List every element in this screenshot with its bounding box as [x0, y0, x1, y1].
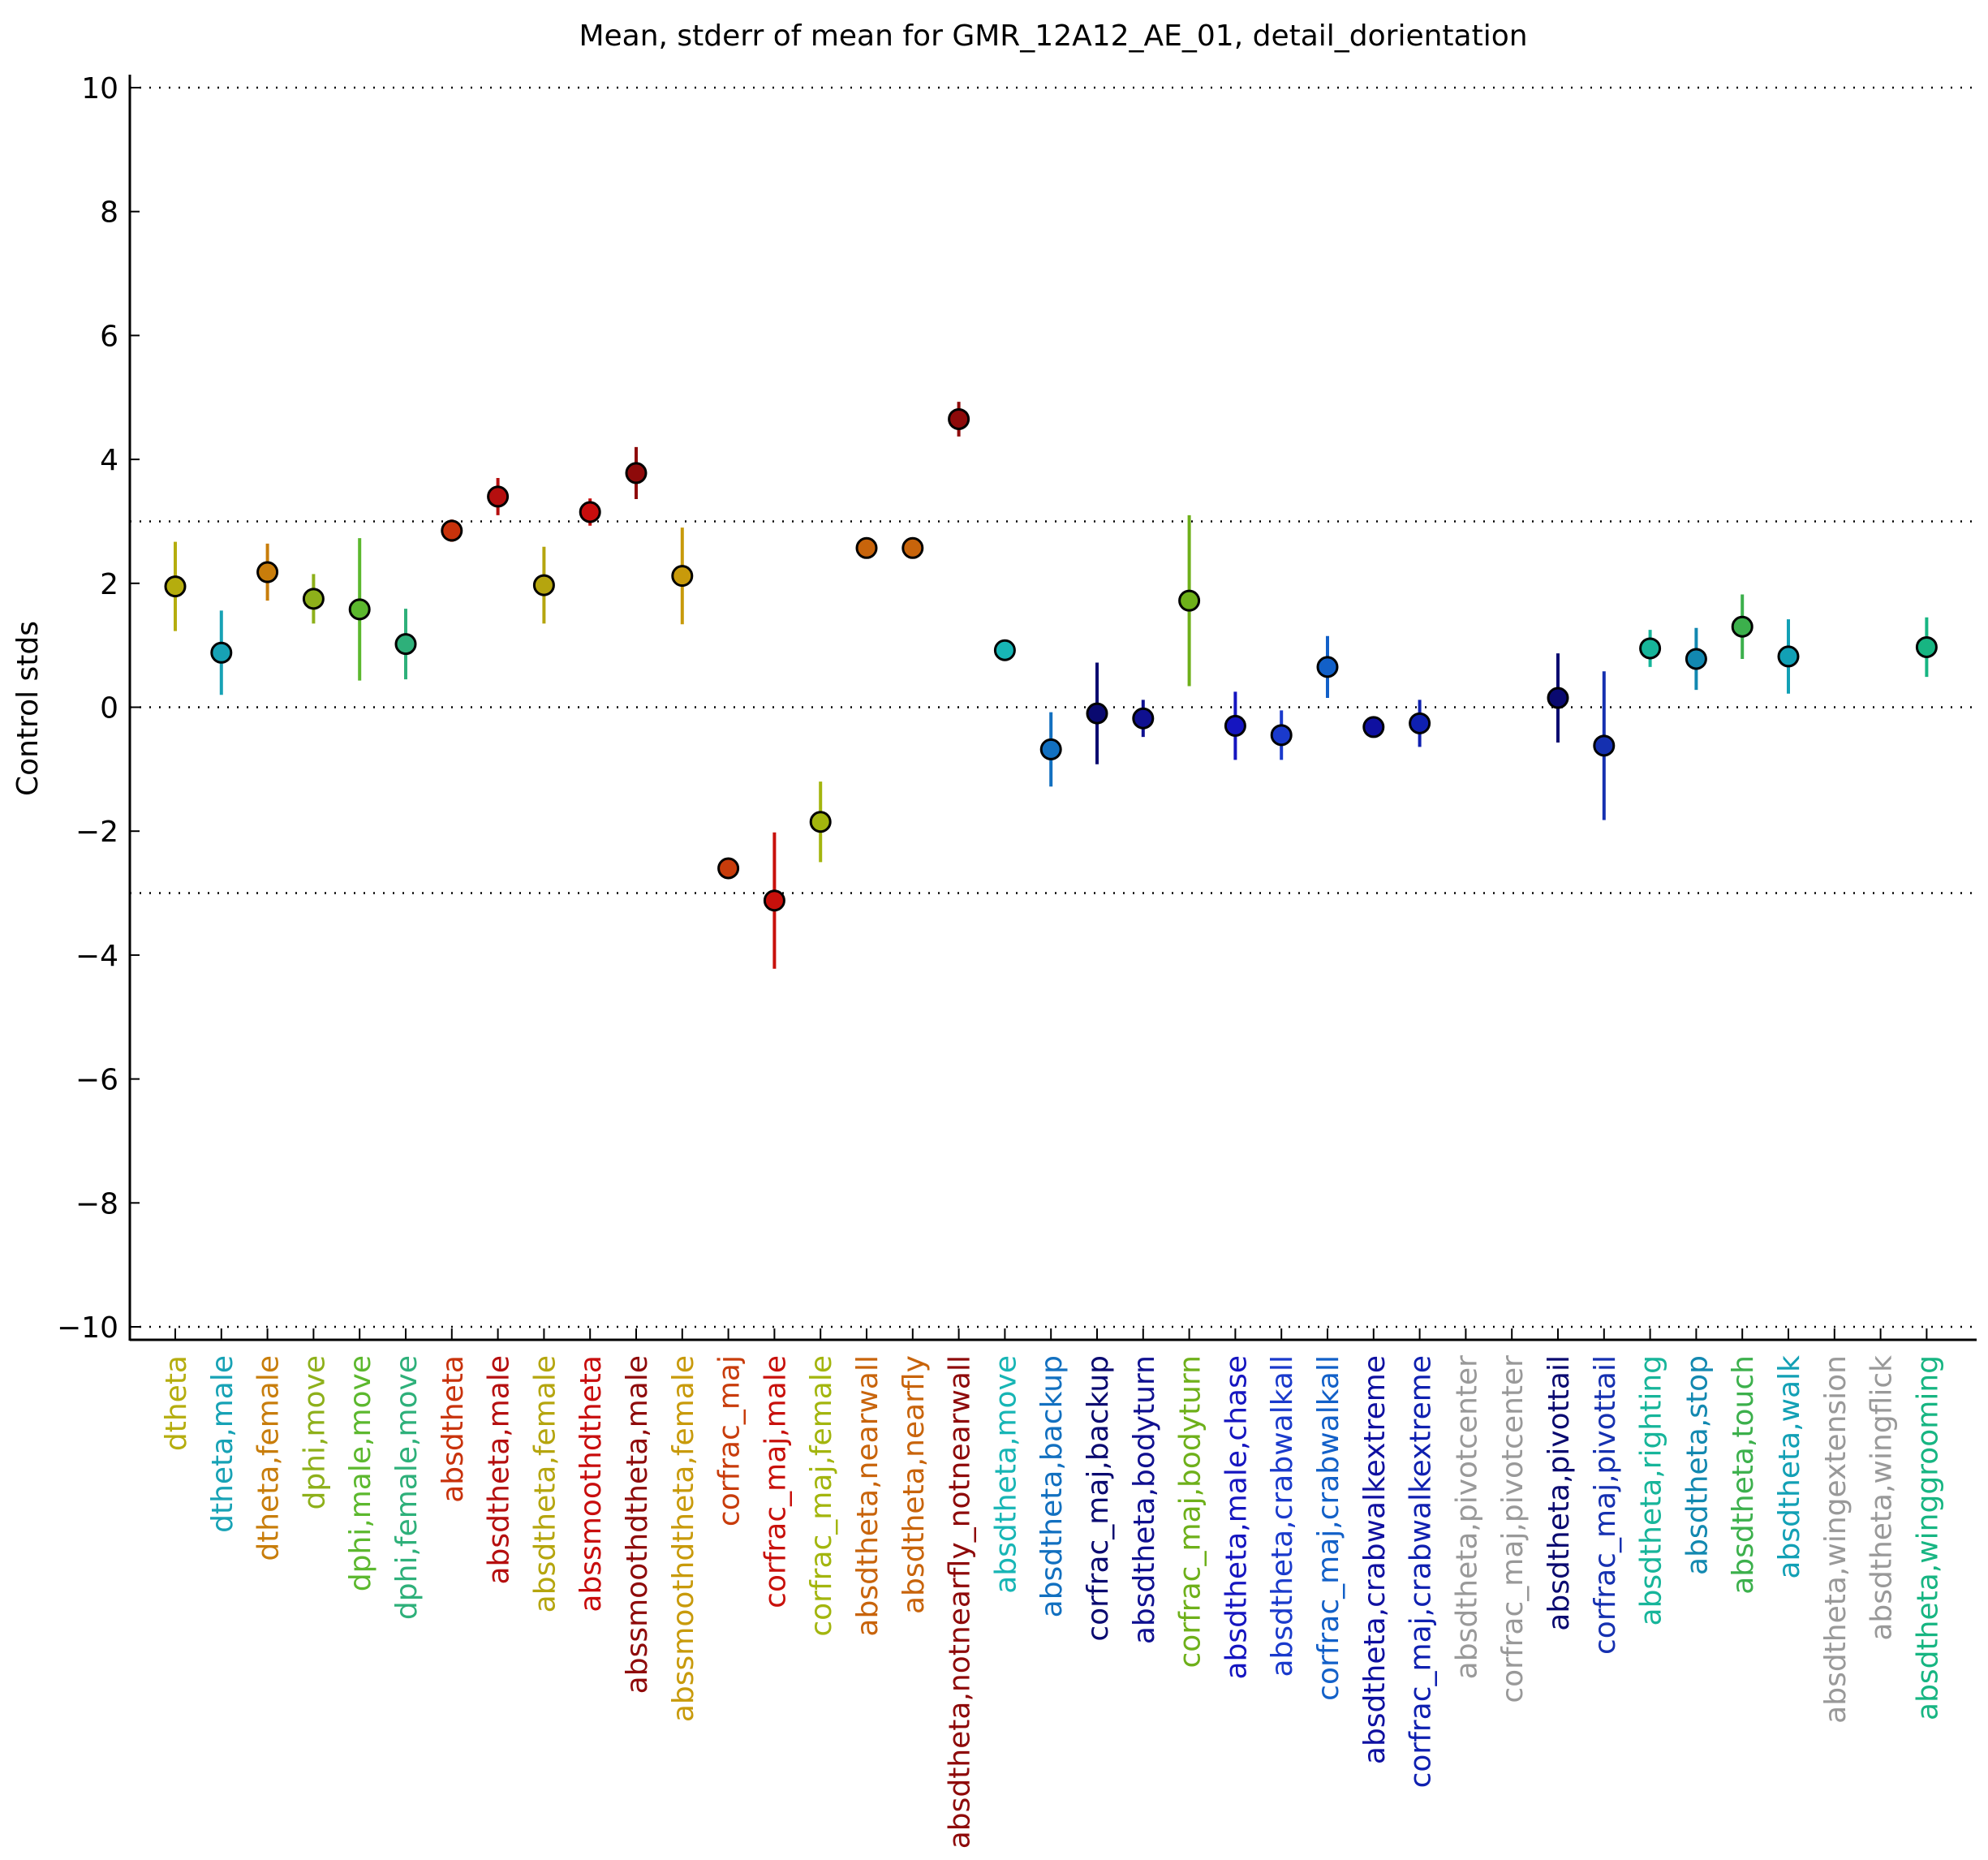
marker-32	[1639, 637, 1662, 660]
marker-0	[164, 575, 187, 598]
x-tick-label-18: absdtheta,move	[989, 1355, 1022, 1594]
x-tick-label-7: absdtheta,male	[483, 1355, 516, 1585]
x-tick-label-8: absdtheta,female	[528, 1355, 562, 1612]
x-tick-label-10: abssmoothdtheta,male	[621, 1355, 654, 1694]
reference-lines	[130, 86, 1977, 1328]
marker-9	[579, 501, 601, 523]
x-tick-label-0: dtheta	[160, 1355, 193, 1451]
x-tick-label-4: dphi,male,move	[344, 1355, 377, 1591]
marker-1	[210, 641, 233, 664]
marker-26	[1362, 716, 1385, 738]
x-tick-label-33: absdtheta,stop	[1680, 1355, 1714, 1575]
marker-13	[763, 889, 785, 912]
y-tick-label-1: 8	[100, 196, 118, 230]
marker-31	[1593, 734, 1616, 757]
marker-38	[1915, 635, 1938, 658]
y-tick-label-7: −4	[75, 940, 118, 973]
y-tick-label-6: −2	[75, 816, 118, 849]
marker-4	[348, 598, 371, 621]
x-tick-label-28: absdtheta,pivotcenter	[1450, 1355, 1483, 1680]
x-tick-label-9: abssmoothdtheta	[574, 1355, 608, 1612]
x-tick-label-38: absdtheta,winggrooming	[1911, 1355, 1944, 1720]
x-tick-label-36: absdtheta,wingextension	[1819, 1355, 1852, 1724]
marker-17	[948, 407, 970, 430]
y-tick-label-2: 6	[100, 320, 118, 353]
y-tick-label-8: −6	[75, 1064, 118, 1097]
x-tick-label-11: abssmoothdtheta,female	[667, 1355, 700, 1722]
marker-25	[1316, 656, 1339, 678]
x-ticks	[174, 1328, 1928, 1340]
x-tick-label-2: dtheta,female	[252, 1355, 286, 1561]
marker-22	[1178, 589, 1201, 612]
marker-30	[1547, 687, 1569, 709]
y-tick-label-4: 2	[100, 568, 118, 601]
x-tick-label-23: absdtheta,male,chase	[1220, 1355, 1253, 1680]
marker-7	[487, 485, 510, 508]
marker-19	[1039, 738, 1062, 760]
marker-12	[717, 857, 740, 880]
x-tick-label-5: dphi,female,move	[390, 1355, 424, 1620]
y-tick-label-10: −10	[57, 1311, 118, 1345]
marker-24	[1270, 724, 1293, 747]
x-tick-label-24: absdtheta,crabwalkall	[1266, 1355, 1299, 1677]
x-tick-label-22: corfrac_maj,bodyturn	[1174, 1355, 1207, 1668]
y-tick-label-0: 10	[81, 72, 118, 105]
x-tick-label-15: absdtheta,nearwall	[851, 1355, 884, 1637]
x-tick-label-21: absdtheta,bodyturn	[1128, 1355, 1161, 1644]
y-tick-label-9: −8	[75, 1187, 118, 1221]
marker-27	[1409, 712, 1431, 734]
x-tick-label-16: absdtheta,nearfly	[897, 1355, 931, 1614]
x-tick-label-31: corfrac_maj,pivottail	[1589, 1355, 1622, 1655]
y-ticks: 10 8 6 4 2 0 −2 −4 −6 −8 −10	[57, 72, 140, 1345]
x-tick-label-25: corfrac_maj,crabwalkall	[1312, 1355, 1345, 1701]
marker-35	[1777, 645, 1800, 668]
x-tick-label-13: corfrac_maj,male	[759, 1355, 792, 1608]
marker-21	[1132, 707, 1155, 730]
x-tick-label-12: corfrac_maj	[713, 1355, 747, 1526]
marker-5	[394, 633, 417, 656]
marker-20	[1086, 702, 1108, 725]
x-tick-label-26: absdtheta,crabwalkextreme	[1358, 1355, 1392, 1764]
x-tick-label-29: corfrac_maj,pivotcenter	[1496, 1355, 1530, 1703]
marker-10	[625, 462, 648, 484]
marker-34	[1731, 615, 1753, 638]
marker-23	[1224, 714, 1246, 737]
x-tick-label-20: corfrac_maj,backup	[1082, 1355, 1115, 1642]
x-tick-label-14: corfrac_maj,female	[805, 1355, 838, 1637]
error-bars	[174, 402, 1929, 969]
x-tick-label-35: absdtheta,walk	[1773, 1355, 1806, 1579]
x-tick-label-19: absdtheta,backup	[1035, 1355, 1069, 1617]
x-tick-label-6: absdtheta	[437, 1355, 470, 1503]
x-tick-label-17: absdtheta,notnearfly_notnearwall	[944, 1355, 977, 1849]
marker-8	[532, 574, 555, 596]
marker-11	[671, 565, 694, 588]
marker-2	[256, 561, 279, 583]
x-tick-label-37: absdtheta,wingflick	[1865, 1355, 1899, 1641]
x-tick-label-32: absdtheta,righting	[1635, 1355, 1668, 1625]
marker-15	[855, 536, 878, 559]
markers	[164, 407, 1938, 912]
marker-6	[441, 519, 463, 542]
y-tick-label-3: 4	[100, 444, 118, 477]
y-tick-label-5: 0	[100, 692, 118, 725]
x-tick-label-30: absdtheta,pivottail	[1543, 1355, 1576, 1631]
marker-33	[1685, 648, 1707, 670]
chart-title: Mean, stderr of mean for GMR_12A12_AE_01…	[579, 19, 1527, 53]
x-tick-label-27: corfrac_maj,crabwalkextreme	[1405, 1355, 1438, 1788]
x-tick-label-34: absdtheta,touch	[1727, 1355, 1760, 1595]
x-tick-label-3: dphi,move	[298, 1355, 331, 1510]
x-tick-label-1: dtheta,male	[206, 1355, 239, 1533]
marker-18	[993, 639, 1016, 661]
marker-3	[302, 588, 325, 610]
marker-16	[901, 536, 924, 559]
marker-14	[809, 811, 832, 833]
x-tick-labels: dtheta dtheta,male dtheta,female dphi,move d…	[160, 1355, 1944, 1849]
y-axis-label: Control stds	[11, 621, 45, 796]
